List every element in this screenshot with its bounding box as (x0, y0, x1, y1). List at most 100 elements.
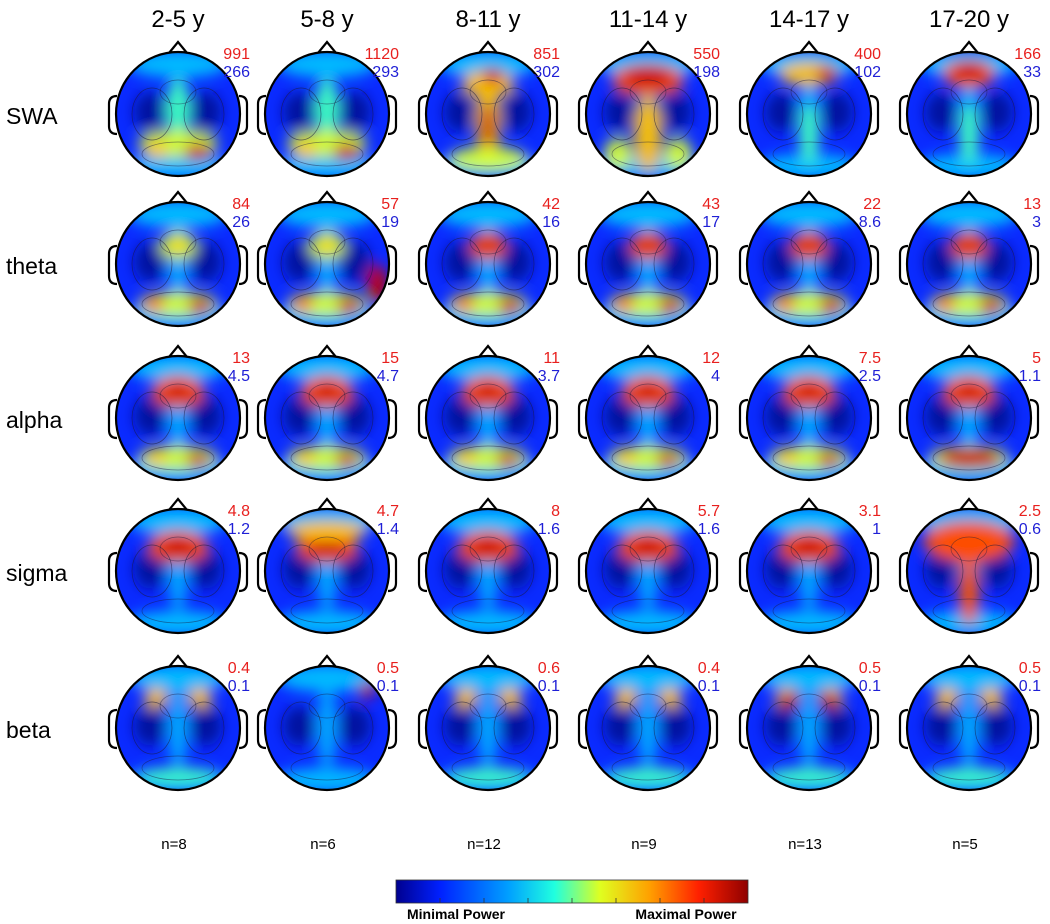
head-outline (263, 507, 391, 635)
head-ear-left (577, 94, 588, 136)
head-outline (114, 664, 242, 792)
head-map: 154.7 (256, 344, 399, 482)
head-ear-right (1029, 708, 1040, 750)
min-power-value: 0.6 (1019, 521, 1041, 538)
head-ear-left (107, 94, 118, 136)
head-ear-left (256, 551, 267, 593)
max-power-value: 43 (702, 196, 720, 213)
head-ear-left (898, 244, 909, 286)
head-nose (478, 190, 498, 204)
min-power-value: 4.5 (228, 368, 250, 385)
head-ear-left (898, 708, 909, 750)
head-nose (478, 40, 498, 54)
head-nose (799, 40, 819, 54)
head-ear-left (107, 551, 118, 593)
head-ear-left (417, 551, 428, 593)
max-power-value: 13 (1023, 196, 1041, 213)
head-nose (638, 497, 658, 511)
head-ear-right (387, 244, 398, 286)
head-ear-right (238, 94, 249, 136)
max-power-value: 84 (232, 196, 250, 213)
head-map: 0.40.1 (107, 654, 250, 792)
head-ear-right (238, 551, 249, 593)
column-header: 5-8 y (300, 6, 353, 33)
head-ear-left (417, 708, 428, 750)
head-ear-right (1029, 551, 1040, 593)
colorbar-min-label: Minimal Power (407, 906, 506, 922)
head-map: 134.5 (107, 344, 250, 482)
head-outline (424, 50, 552, 178)
head-outline (584, 664, 712, 792)
head-nose (168, 344, 188, 358)
min-power-value: 17 (702, 214, 720, 231)
min-power-value: 0.1 (377, 678, 399, 695)
min-power-value: 8.6 (859, 214, 881, 231)
row-labels: SWA theta alpha sigma beta (6, 103, 68, 743)
head-ear-right (708, 551, 719, 593)
column-headers: 2-5 y 5-8 y 8-11 y 11-14 y 14-17 y 17-20 y (151, 6, 1009, 33)
max-power-value: 4.8 (228, 503, 250, 520)
head-outline (424, 354, 552, 482)
head-ear-left (898, 94, 909, 136)
head-ear-left (738, 551, 749, 593)
head-map: 4.81.2 (107, 497, 250, 635)
max-power-value: 3.1 (859, 503, 881, 520)
row-label: alpha (6, 407, 62, 433)
head-ear-left (577, 708, 588, 750)
head-nose (638, 190, 658, 204)
max-power-value: 8 (551, 503, 560, 520)
head-map: 2.50.6 (898, 497, 1041, 635)
head-ear-right (548, 398, 559, 440)
head-outline (114, 50, 242, 178)
head-outline (584, 354, 712, 482)
sample-size-label: n=9 (631, 836, 656, 853)
head-ear-left (738, 244, 749, 286)
head-ear-left (898, 551, 909, 593)
head-ear-right (548, 708, 559, 750)
head-nose (317, 190, 337, 204)
head-ear-right (869, 244, 880, 286)
min-power-value: 26 (232, 214, 250, 231)
column-header: 17-20 y (929, 6, 1009, 33)
head-outline (905, 507, 1033, 635)
head-nose (317, 344, 337, 358)
head-outline (263, 664, 391, 792)
sample-size-label: n=8 (161, 836, 186, 853)
head-nose (168, 654, 188, 668)
max-power-value: 0.4 (698, 660, 720, 677)
min-power-value: 1.2 (228, 521, 250, 538)
head-ear-right (548, 551, 559, 593)
head-map: 0.50.1 (738, 654, 881, 792)
head-nose (478, 497, 498, 511)
max-power-value: 1120 (365, 46, 400, 63)
colorbar-ticks (439, 898, 705, 903)
head-outline (745, 354, 873, 482)
max-power-value: 550 (693, 46, 720, 63)
head-outline (114, 200, 242, 328)
min-power-value: 1.1 (1019, 368, 1041, 385)
head-outline (905, 50, 1033, 178)
head-ear-right (238, 398, 249, 440)
min-power-value: 293 (372, 64, 399, 81)
head-ear-left (256, 94, 267, 136)
min-power-value: 266 (223, 64, 250, 81)
head-nose (168, 190, 188, 204)
sample-size-label: n=5 (952, 836, 977, 853)
head-ear-left (256, 244, 267, 286)
head-outline (745, 50, 873, 178)
max-power-value: 15 (381, 350, 399, 367)
max-power-value: 7.5 (859, 350, 881, 367)
head-nose (638, 344, 658, 358)
head-ear-left (898, 398, 909, 440)
head-ear-right (238, 244, 249, 286)
head-outline (905, 200, 1033, 328)
head-nose (799, 497, 819, 511)
head-nose (799, 190, 819, 204)
head-ear-left (256, 708, 267, 750)
head-nose (317, 497, 337, 511)
head-ear-right (869, 551, 880, 593)
